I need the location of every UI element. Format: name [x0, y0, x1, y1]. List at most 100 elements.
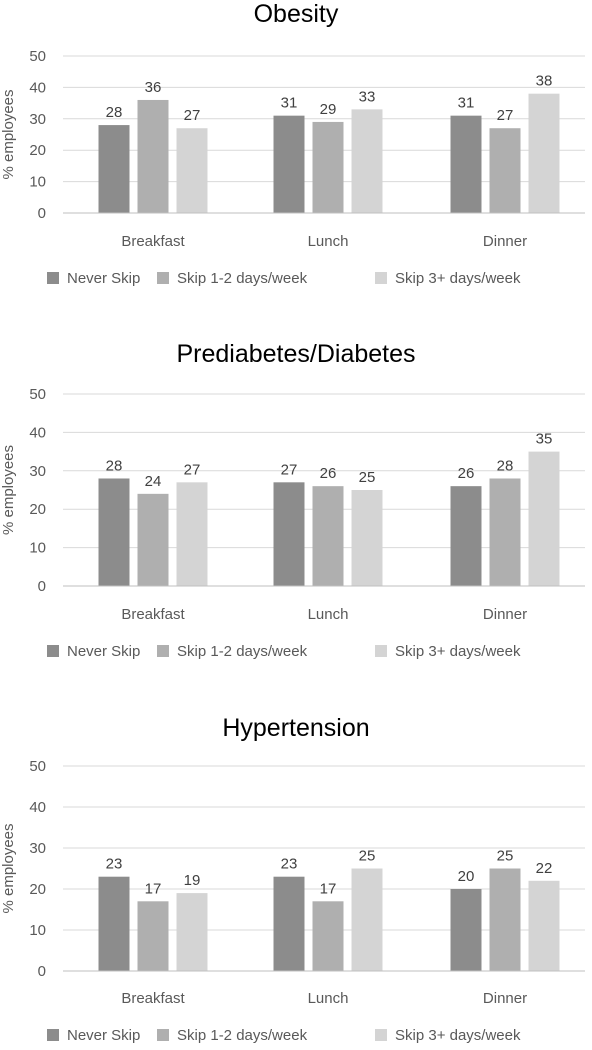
- bar-dinner-never-skip: [450, 115, 482, 213]
- bar-lunch-skip-3-days-week: [351, 490, 383, 586]
- chart-title: Obesity: [254, 0, 339, 28]
- bar-breakfast-skip-3-days-week: [176, 482, 208, 586]
- data-label: 25: [497, 848, 514, 865]
- legend-swatch-skip-1-2-days-week: [157, 645, 169, 657]
- y-tick-label: 30: [29, 111, 46, 128]
- data-label: 27: [184, 107, 201, 124]
- y-tick-label: 0: [38, 578, 46, 595]
- data-label: 28: [106, 104, 123, 121]
- bar-dinner-skip-3-days-week: [528, 451, 560, 586]
- data-label: 24: [145, 473, 162, 490]
- x-tick-label: Dinner: [483, 606, 527, 623]
- data-label: 19: [184, 872, 201, 889]
- y-tick-label: 30: [29, 463, 46, 480]
- y-tick-label: 50: [29, 48, 46, 65]
- data-label: 20: [458, 868, 475, 885]
- data-label: 23: [281, 856, 298, 873]
- bar-breakfast-never-skip: [98, 125, 130, 213]
- chart-title: Hypertension: [222, 714, 369, 742]
- data-label: 17: [320, 880, 337, 897]
- legend-label-skip-1-2-days-week: Skip 1-2 days/week: [177, 1027, 308, 1044]
- legend-label-skip-1-2-days-week: Skip 1-2 days/week: [177, 643, 308, 660]
- bar-dinner-never-skip: [450, 889, 482, 971]
- y-axis-label: % employees: [0, 445, 17, 535]
- y-tick-label: 10: [29, 540, 46, 557]
- y-tick-label: 50: [29, 758, 46, 775]
- y-tick-label: 20: [29, 501, 46, 518]
- chart-title: Prediabetes/Diabetes: [176, 340, 415, 368]
- legend-swatch-never-skip: [47, 645, 59, 657]
- data-label: 36: [145, 79, 162, 96]
- bar-breakfast-skip-3-days-week: [176, 893, 208, 971]
- bar-dinner-skip-3-days-week: [528, 93, 560, 213]
- bar-breakfast-skip-1-2-days-week: [137, 901, 169, 971]
- y-tick-label: 10: [29, 174, 46, 191]
- y-tick-label: 0: [38, 963, 46, 980]
- y-tick-label: 50: [29, 386, 46, 403]
- x-tick-label: Lunch: [308, 233, 349, 250]
- x-tick-label: Breakfast: [121, 606, 185, 623]
- data-label: 25: [359, 848, 376, 865]
- bar-dinner-skip-1-2-days-week: [489, 868, 521, 971]
- legend-swatch-skip-1-2-days-week: [157, 272, 169, 284]
- y-tick-label: 0: [38, 205, 46, 222]
- chart-prediabetes-diabetes-svg: Prediabetes/Diabetes % employees 0 10 20 30 40…: [0, 340, 585, 660]
- data-label: 38: [536, 73, 553, 90]
- chart-hypertension-svg: Hypertension % employees 0 10 20 30 40 50 23 23 20…: [0, 714, 585, 1044]
- legend-swatch-never-skip: [47, 1029, 59, 1041]
- bar-breakfast-never-skip: [98, 876, 130, 971]
- data-label: 27: [184, 461, 201, 478]
- bar-lunch-skip-1-2-days-week: [312, 486, 344, 586]
- legend-swatch-skip-3-days-week: [375, 1029, 387, 1041]
- legend-swatch-skip-3-days-week: [375, 645, 387, 657]
- y-axis-label: % employees: [0, 823, 17, 913]
- data-label: 35: [536, 431, 553, 448]
- chart-obesity-svg: Obesity % employees 0 10 20 30 40 50 28 31 31 36 29 2…: [0, 0, 585, 287]
- legend-label-never-skip: Never Skip: [67, 1027, 140, 1044]
- bar-lunch-skip-3-days-week: [351, 109, 383, 213]
- bar-lunch-skip-3-days-week: [351, 868, 383, 971]
- bar-dinner-skip-1-2-days-week: [489, 128, 521, 213]
- y-tick-label: 30: [29, 840, 46, 857]
- x-tick-label: Breakfast: [121, 990, 185, 1007]
- y-tick-label: 20: [29, 881, 46, 898]
- data-label: 26: [320, 465, 337, 482]
- legend-swatch-skip-3-days-week: [375, 272, 387, 284]
- y-tick-label: 40: [29, 424, 46, 441]
- data-label: 33: [359, 88, 376, 105]
- legend-swatch-skip-1-2-days-week: [157, 1029, 169, 1041]
- legend-swatch-never-skip: [47, 272, 59, 284]
- data-label: 28: [106, 457, 123, 474]
- legend-label-skip-1-2-days-week: Skip 1-2 days/week: [177, 270, 308, 287]
- chart-hypertension: Hypertension % employees 0 10 20 30 40 50 23 23 20…: [0, 706, 592, 1050]
- bar-breakfast-never-skip: [98, 478, 130, 586]
- data-label: 31: [458, 95, 475, 112]
- legend-label-never-skip: Never Skip: [67, 643, 140, 660]
- bar-breakfast-skip-1-2-days-week: [137, 493, 169, 586]
- bar-breakfast-skip-3-days-week: [176, 128, 208, 213]
- y-tick-label: 40: [29, 79, 46, 96]
- x-tick-label: Dinner: [483, 233, 527, 250]
- data-label: 17: [145, 880, 162, 897]
- legend-label-skip-3-days-week: Skip 3+ days/week: [395, 643, 521, 660]
- bar-lunch-never-skip: [273, 876, 305, 971]
- y-axis-label: % employees: [0, 89, 17, 179]
- bar-lunch-skip-1-2-days-week: [312, 901, 344, 971]
- data-label: 26: [458, 465, 475, 482]
- data-label: 25: [359, 469, 376, 486]
- data-label: 27: [281, 461, 298, 478]
- bar-breakfast-skip-1-2-days-week: [137, 99, 169, 213]
- x-tick-label: Lunch: [308, 606, 349, 623]
- x-tick-label: Dinner: [483, 990, 527, 1007]
- bar-lunch-never-skip: [273, 482, 305, 586]
- data-label: 22: [536, 860, 553, 877]
- y-tick-label: 10: [29, 922, 46, 939]
- bar-dinner-skip-1-2-days-week: [489, 478, 521, 586]
- legend-label-skip-3-days-week: Skip 3+ days/week: [395, 270, 521, 287]
- y-tick-label: 20: [29, 142, 46, 159]
- data-label: 23: [106, 856, 123, 873]
- y-tick-label: 40: [29, 799, 46, 816]
- data-label: 28: [497, 457, 514, 474]
- chart-obesity: Obesity % employees 0 10 20 30 40 50 28 31 31 36 29 2…: [0, 0, 592, 300]
